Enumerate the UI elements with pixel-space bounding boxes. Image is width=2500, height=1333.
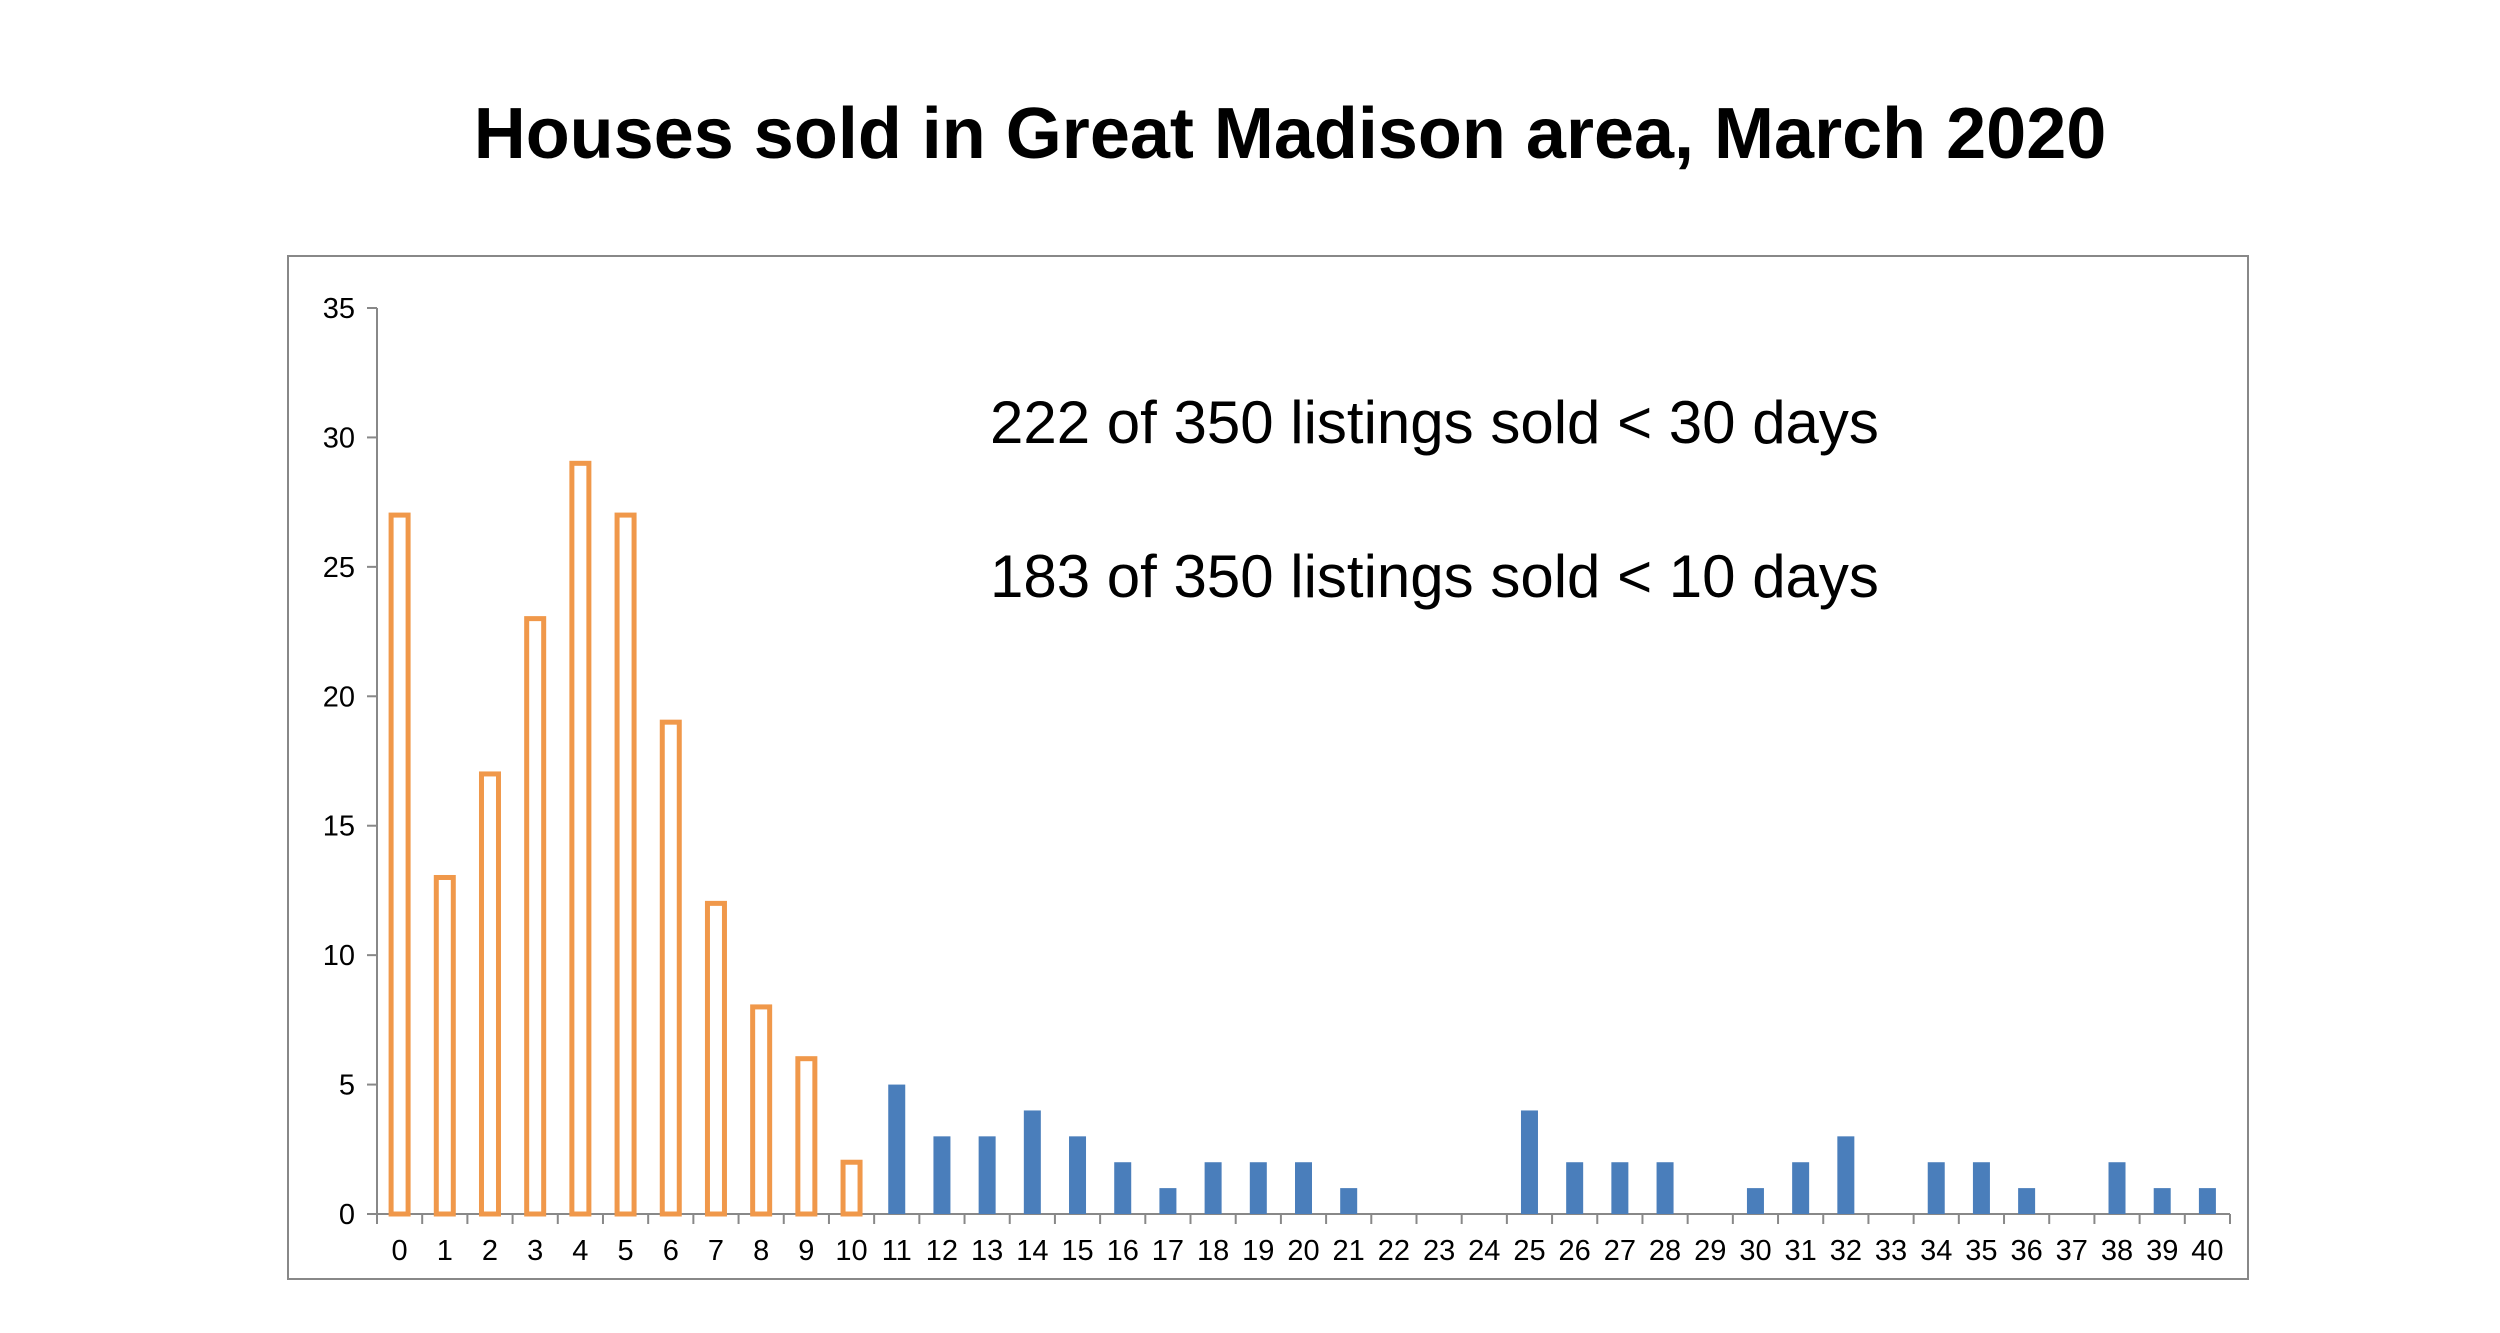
annotation-10-days: 183 of 350 listings sold < 10 days xyxy=(990,543,1879,610)
x-tick-label: 23 xyxy=(1423,1235,1455,1267)
bar-14 xyxy=(1023,1110,1041,1214)
x-tick-label: 17 xyxy=(1152,1235,1184,1267)
x-tick-label: 36 xyxy=(2010,1235,2042,1267)
x-tick-label: 5 xyxy=(618,1235,634,1267)
plot-frame xyxy=(287,255,2249,1280)
bar-7 xyxy=(704,900,727,1217)
x-tick-label: 24 xyxy=(1468,1235,1500,1267)
x-tick-label: 1 xyxy=(437,1235,453,1267)
bar-31 xyxy=(1792,1162,1810,1214)
x-tick-label: 12 xyxy=(926,1235,958,1267)
x-tick-label: 28 xyxy=(1649,1235,1681,1267)
bar-0 xyxy=(388,512,411,1217)
y-tick-label: 35 xyxy=(323,293,355,325)
x-tick-label: 8 xyxy=(753,1235,769,1267)
bar-36 xyxy=(2018,1188,2036,1214)
bar-20 xyxy=(1295,1162,1312,1214)
bar-2 xyxy=(478,771,501,1217)
bar-16 xyxy=(1114,1162,1132,1214)
bar-11 xyxy=(888,1084,906,1214)
bar-39 xyxy=(2153,1188,2171,1214)
x-tick-label: 3 xyxy=(527,1235,543,1267)
y-tick-label: 0 xyxy=(339,1199,355,1231)
bar-30 xyxy=(1746,1188,1764,1214)
bar-15 xyxy=(1069,1136,1087,1214)
x-tick-label: 25 xyxy=(1513,1235,1545,1267)
x-tick-label: 14 xyxy=(1016,1235,1048,1267)
chart-title: Houses sold in Great Madison area, March… xyxy=(473,94,2107,174)
x-tick-label: 7 xyxy=(708,1235,724,1267)
x-tick-label: 31 xyxy=(1785,1235,1817,1267)
x-tick-label: 4 xyxy=(572,1235,588,1267)
bars xyxy=(388,460,2216,1217)
y-tick-label: 25 xyxy=(323,552,355,584)
x-tick-label: 6 xyxy=(663,1235,679,1267)
x-tick-label: 38 xyxy=(2101,1235,2133,1267)
bar-35 xyxy=(1972,1162,1990,1214)
bar-19 xyxy=(1249,1162,1267,1214)
bar-27 xyxy=(1611,1162,1629,1214)
y-tick-label: 20 xyxy=(323,681,355,713)
bar-21 xyxy=(1340,1188,1358,1214)
y-tick-label: 10 xyxy=(323,940,355,972)
x-tick-label: 29 xyxy=(1694,1235,1726,1267)
x-tick-label: 27 xyxy=(1604,1235,1636,1267)
x-tick-label: 18 xyxy=(1197,1235,1229,1267)
bar-28 xyxy=(1656,1162,1674,1214)
x-tick-label: 20 xyxy=(1287,1235,1319,1267)
bar-32 xyxy=(1837,1136,1855,1214)
x-tick-label: 26 xyxy=(1559,1235,1591,1267)
x-tick-label: 35 xyxy=(1965,1235,1997,1267)
x-tick-label: 30 xyxy=(1739,1235,1771,1267)
bar-40 xyxy=(2198,1188,2216,1214)
bar-25 xyxy=(1520,1110,1538,1214)
bar-34 xyxy=(1927,1162,1945,1214)
bar-5 xyxy=(614,512,637,1217)
x-tick-label: 16 xyxy=(1107,1235,1139,1267)
x-tick-label: 13 xyxy=(971,1235,1003,1267)
y-tick-label: 30 xyxy=(323,422,355,454)
x-tick-label: 22 xyxy=(1378,1235,1410,1267)
annotation-30-days: 222 of 350 listings sold < 30 days xyxy=(990,389,1879,456)
x-tick-label: 33 xyxy=(1875,1235,1907,1267)
bar-38 xyxy=(2108,1162,2126,1214)
bar-4 xyxy=(569,460,592,1217)
x-tick-label: 9 xyxy=(798,1235,814,1267)
x-tick-label: 34 xyxy=(1920,1235,1952,1267)
bar-17 xyxy=(1159,1188,1177,1214)
bar-8 xyxy=(750,1004,773,1217)
x-tick-label: 37 xyxy=(2056,1235,2088,1267)
x-tick-label: 21 xyxy=(1333,1235,1365,1267)
bar-1 xyxy=(433,874,456,1217)
bar-9 xyxy=(795,1056,818,1217)
x-tick-label: 0 xyxy=(392,1235,408,1267)
bar-10 xyxy=(840,1159,863,1217)
y-tick-label: 15 xyxy=(323,811,355,843)
x-tick-label: 40 xyxy=(2191,1235,2223,1267)
x-tick-label: 15 xyxy=(1061,1235,1093,1267)
x-tick-label: 39 xyxy=(2146,1235,2178,1267)
bar-12 xyxy=(933,1136,951,1214)
x-tick-label: 19 xyxy=(1242,1235,1274,1267)
bar-26 xyxy=(1566,1162,1584,1214)
x-tick-label: 32 xyxy=(1830,1235,1862,1267)
bar-13 xyxy=(978,1136,996,1214)
bar-18 xyxy=(1204,1162,1222,1214)
x-tick-label: 11 xyxy=(882,1235,912,1267)
y-tick-label: 5 xyxy=(339,1070,355,1102)
y-tick-labels: 0 5 10 15 20 25 30 35 xyxy=(323,293,355,1231)
bar-6 xyxy=(659,719,682,1217)
x-tick-labels: 0 1 2 3 4 5 6 7 8 9 10 11 12 13 14 15 16 17 18 19 20 21 22 23 24… xyxy=(392,1235,2224,1267)
bar-3 xyxy=(524,616,547,1217)
x-tick-label: 10 xyxy=(835,1235,867,1267)
x-tick-label: 2 xyxy=(482,1235,498,1267)
